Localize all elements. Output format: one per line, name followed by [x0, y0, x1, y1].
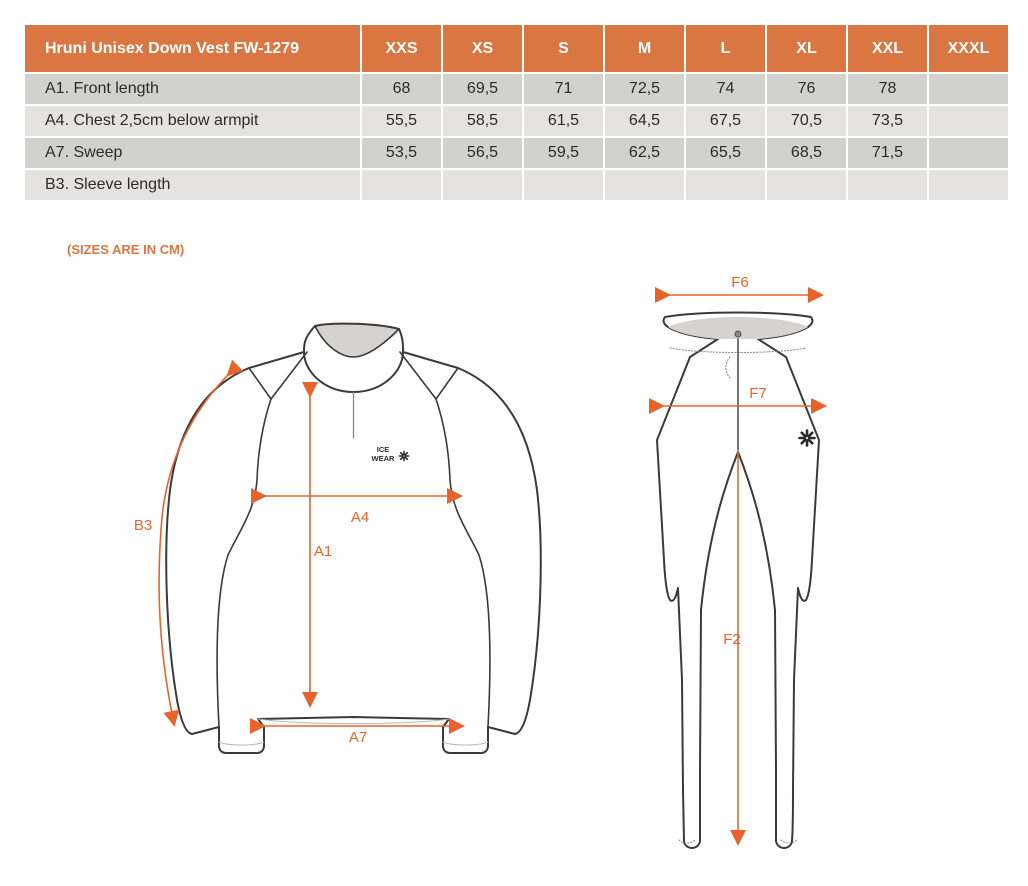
svg-text:A4: A4 — [351, 509, 369, 526]
svg-text:A7: A7 — [349, 729, 367, 746]
svg-text:ICE: ICE — [377, 445, 390, 454]
svg-text:F7: F7 — [749, 385, 767, 402]
svg-text:B3: B3 — [134, 517, 152, 534]
svg-text:A1: A1 — [314, 543, 332, 560]
svg-text:WEAR: WEAR — [372, 454, 395, 463]
svg-text:F6: F6 — [731, 274, 749, 291]
svg-text:F2: F2 — [723, 631, 741, 648]
